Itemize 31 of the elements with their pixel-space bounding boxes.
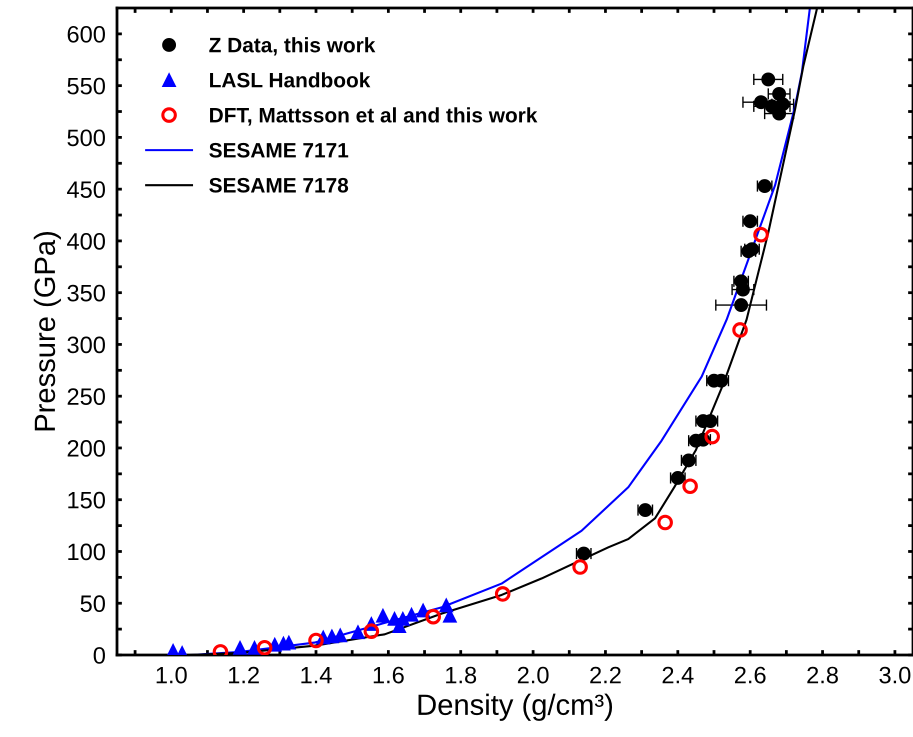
legend-label: LASL Handbook [210, 72, 370, 88]
y-axis-title: Pressure (GPa) [34, 232, 61, 430]
y-tick-label: 350 [67, 284, 105, 302]
x-tick-label: 1.6 [374, 666, 404, 684]
y-tick-label: 200 [68, 440, 105, 457]
y-tick-label: 50 [80, 595, 105, 612]
y-tick-label: 550 [67, 78, 105, 94]
y-tick-label: 500 [67, 129, 105, 146]
y-tick-label: 0 [94, 647, 105, 664]
x-tick-label: 2.4 [662, 666, 694, 684]
y-tick-label: 100 [68, 544, 105, 560]
x-tick-label: 2.0 [518, 666, 549, 684]
legend-label: Z Data, this work [209, 37, 376, 56]
y-tick-label: 150 [68, 492, 105, 509]
y-tick-label: 250 [68, 388, 105, 405]
x-tick-label: 2.6 [734, 666, 766, 684]
x-tick-label: 1.8 [446, 666, 476, 684]
y-tick-label: 450 [67, 181, 105, 198]
y-tick-label: 600 [68, 26, 105, 43]
x-tick-label: 1.0 [156, 666, 187, 684]
y-tick-label: 300 [67, 336, 105, 354]
legend-label: DFT, Mattsson et al and this work [210, 107, 538, 126]
y-tick-label: 400 [67, 232, 105, 250]
x-tick-label: 1.2 [229, 666, 259, 684]
legend-label: SESAME 7178 [209, 178, 348, 193]
x-tick-label: 2.2 [590, 666, 621, 684]
x-tick-label: 3.0 [879, 666, 910, 684]
legend-label: SESAME 7171 [209, 142, 348, 158]
x-tick-label: 1.4 [301, 666, 332, 684]
x-axis-title: Density (g/cm³) [418, 694, 612, 721]
x-tick-label: 2.8 [807, 666, 838, 684]
